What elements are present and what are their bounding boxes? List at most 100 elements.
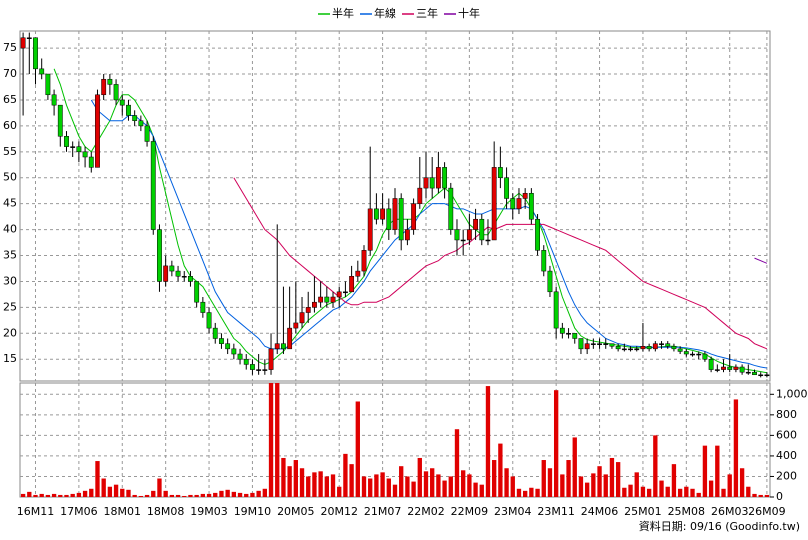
volume-bar: [132, 494, 137, 497]
volume-bar: [646, 488, 652, 497]
volume-bar: [76, 492, 82, 497]
volume-bar: [746, 486, 751, 497]
volume-bar: [665, 486, 670, 497]
volume-bar: [206, 493, 212, 497]
volume-bar: [405, 476, 410, 497]
y-tick-label: 55: [3, 145, 17, 158]
volume-bar: [113, 484, 119, 497]
candle-body: [342, 291, 348, 294]
volume-bar: [355, 401, 360, 497]
candle-body: [398, 198, 404, 241]
volume-bar: [312, 472, 317, 497]
volume-bar: [733, 399, 739, 497]
candle-body: [237, 353, 243, 360]
y2-tick-label: 600: [776, 428, 797, 441]
candle-body: [553, 291, 559, 329]
candle-body: [70, 146, 76, 148]
y-tick-label: 30: [3, 274, 17, 287]
x-tick-label: 21M07: [364, 505, 402, 518]
candle-body: [628, 348, 633, 351]
candle-body: [752, 371, 757, 376]
y2-tick-label: 0: [776, 490, 783, 503]
volume-bar: [27, 491, 32, 497]
candle-body: [516, 198, 522, 210]
volume-bar: [107, 486, 113, 497]
candle-body: [733, 366, 739, 370]
volume-bar: [640, 486, 646, 497]
volume-bar: [374, 474, 379, 497]
volume-bar: [473, 482, 478, 497]
x-tick-label: 19M03: [190, 505, 228, 518]
candle-body: [578, 338, 584, 350]
volume-bar: [337, 486, 342, 497]
candle-body: [64, 136, 69, 147]
volume-bar: [151, 490, 156, 497]
volume-bar: [157, 478, 162, 497]
volume-bar: [126, 489, 131, 497]
volume-bar: [231, 491, 237, 497]
volume-bar: [436, 474, 441, 497]
candle-body: [243, 358, 249, 365]
candle-body: [287, 327, 293, 350]
candle-body: [262, 369, 268, 371]
x-tick-label: 20M12: [320, 505, 358, 518]
candle-body: [442, 167, 448, 189]
y2-tick-label: 800: [776, 408, 797, 421]
volume-bar: [423, 471, 429, 497]
candle-body: [175, 270, 181, 277]
candle-body: [665, 343, 671, 347]
y2-tick-label: 400: [776, 449, 797, 462]
candle-body: [194, 281, 200, 303]
volume-bar: [739, 468, 745, 497]
candle-body: [157, 229, 162, 282]
y-tick-label: 70: [3, 67, 17, 80]
candle-body: [231, 348, 237, 355]
x-tick-label: 25M01: [624, 505, 662, 518]
volume-bar: [262, 488, 268, 497]
volume-bar: [70, 493, 75, 497]
x-tick-label: 22M09: [451, 505, 489, 518]
candle-body: [51, 94, 57, 106]
volume-bar: [529, 487, 534, 497]
candle-body: [330, 296, 336, 303]
volume-bar: [597, 466, 602, 497]
candle-body: [652, 343, 658, 350]
candle-body: [745, 371, 751, 374]
candle-body: [126, 104, 131, 116]
volume-bar: [175, 494, 181, 497]
volume-bar: [721, 488, 726, 497]
legend-label: 十年: [458, 6, 480, 20]
footer-note: 資料日期: 09/16 (Goodinfo.tw): [639, 519, 800, 533]
volume-bar: [213, 492, 218, 497]
volume-bar: [541, 460, 546, 497]
volume-bar: [758, 494, 763, 497]
candle-body: [268, 348, 274, 370]
y-tick-label: 50: [3, 171, 17, 184]
candle-body: [256, 369, 262, 371]
candle-body: [479, 218, 485, 241]
volume-bar: [498, 443, 503, 497]
volume-bar: [492, 460, 497, 497]
y-tick-label: 25: [3, 300, 17, 313]
volume-bar: [430, 468, 435, 497]
ma-line: [233, 177, 768, 350]
volume-bar: [516, 488, 522, 497]
candle-body: [150, 141, 156, 230]
candle-body: [404, 229, 410, 241]
candle-body: [659, 343, 664, 345]
ma-line: [754, 257, 768, 264]
candle-body: [39, 68, 45, 75]
candle-body: [429, 177, 435, 189]
volume-bar: [194, 494, 199, 497]
x-tick-label: 18M08: [147, 505, 185, 518]
candle-body: [714, 369, 720, 371]
volume-bar: [553, 390, 559, 497]
candle-body: [188, 276, 193, 282]
candle-body: [417, 187, 423, 204]
candle-body: [293, 322, 299, 329]
candle-body: [677, 348, 683, 352]
legend: 半年 年線 三年 十年: [318, 6, 480, 20]
candle-body: [522, 193, 528, 199]
candle-body: [584, 343, 590, 350]
volume-bar: [615, 462, 621, 497]
